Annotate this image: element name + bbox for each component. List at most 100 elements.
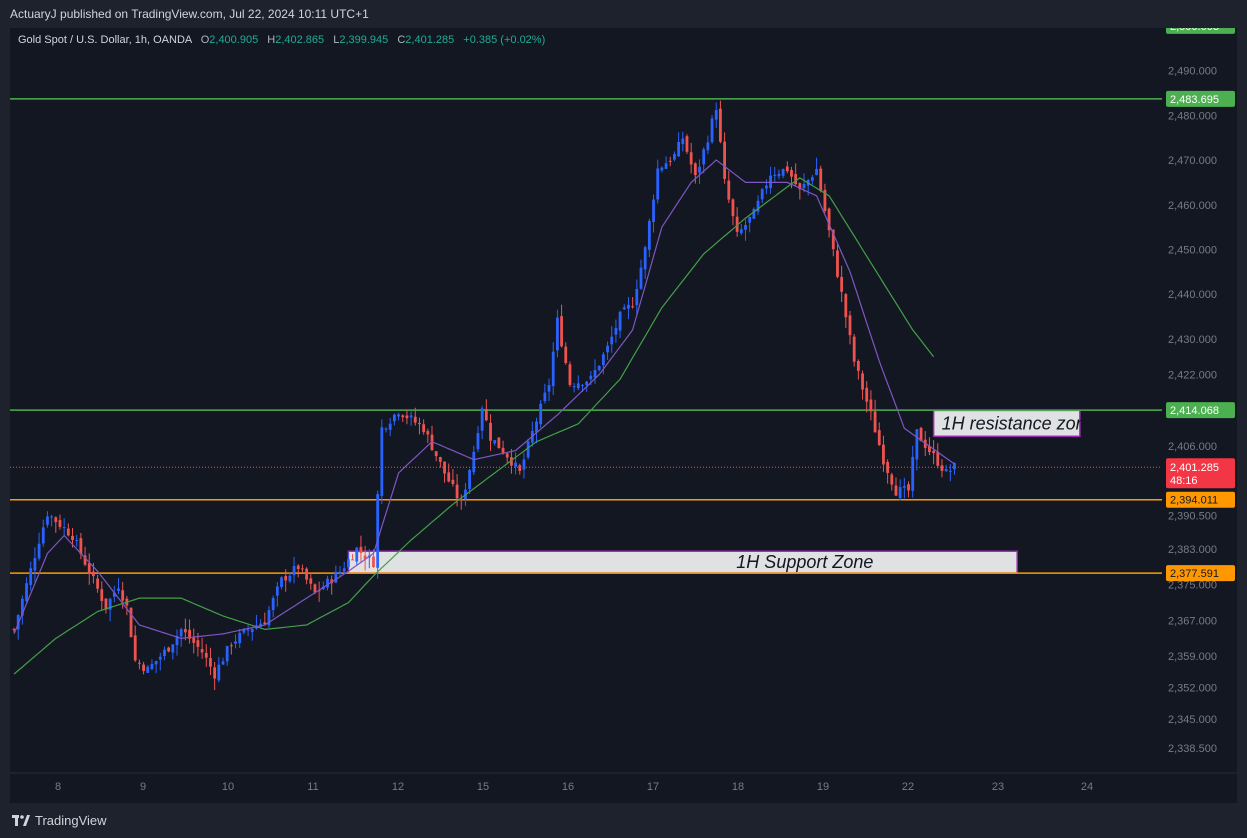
candle-body[interactable] xyxy=(142,664,145,671)
candle-body[interactable] xyxy=(242,628,246,633)
candle-body[interactable] xyxy=(798,183,802,190)
candle-body[interactable] xyxy=(710,118,714,142)
candle-body[interactable] xyxy=(643,247,647,270)
candle-body[interactable] xyxy=(296,565,300,570)
candle-body[interactable] xyxy=(693,163,697,176)
candle-body[interactable] xyxy=(526,441,530,458)
candle-body[interactable] xyxy=(840,276,844,292)
candle-body[interactable] xyxy=(87,563,91,574)
candle-body[interactable] xyxy=(401,415,405,418)
candle-body[interactable] xyxy=(765,185,768,189)
candle-body[interactable] xyxy=(179,629,183,637)
candle-body[interactable] xyxy=(413,416,417,423)
candle-body[interactable] xyxy=(735,216,739,232)
candle-body[interactable] xyxy=(221,661,225,665)
candle-body[interactable] xyxy=(438,457,442,462)
candle-body[interactable] xyxy=(359,546,363,553)
candle-body[interactable] xyxy=(827,208,831,231)
candle-body[interactable] xyxy=(890,474,894,485)
candle-body[interactable] xyxy=(50,516,54,518)
candle-body[interactable] xyxy=(451,479,455,485)
candle-body[interactable] xyxy=(363,555,367,559)
candle-body[interactable] xyxy=(476,433,480,450)
candle-body[interactable] xyxy=(882,444,885,465)
candle-body[interactable] xyxy=(547,385,551,392)
candle-body[interactable] xyxy=(823,189,827,211)
candle-body[interactable] xyxy=(443,461,446,474)
candle-body[interactable] xyxy=(409,415,413,418)
candle-body[interactable] xyxy=(154,660,158,665)
candle-body[interactable] xyxy=(948,470,952,472)
candle-body[interactable] xyxy=(639,267,643,289)
candle-body[interactable] xyxy=(514,462,517,467)
candle-body[interactable] xyxy=(129,607,133,638)
candle-body[interactable] xyxy=(104,598,108,610)
candle-body[interactable] xyxy=(752,209,756,219)
candle-body[interactable] xyxy=(664,163,668,169)
candle-body[interactable] xyxy=(936,451,940,466)
candle-body[interactable] xyxy=(468,470,472,489)
candle-body[interactable] xyxy=(677,141,681,157)
tradingview-logo[interactable]: TradingView xyxy=(12,813,107,828)
candle-body[interactable] xyxy=(681,138,685,145)
candle-body[interactable] xyxy=(455,484,459,499)
candle-body[interactable] xyxy=(668,160,672,162)
candle-body[interactable] xyxy=(727,180,731,200)
candle-body[interactable] xyxy=(309,578,313,584)
candle-body[interactable] xyxy=(66,528,70,536)
candle-body[interactable] xyxy=(773,174,777,176)
candle-body[interactable] xyxy=(944,469,948,472)
candle-body[interactable] xyxy=(280,577,283,587)
candle-body[interactable] xyxy=(380,427,384,496)
candle-body[interactable] xyxy=(911,456,915,491)
candle-body[interactable] xyxy=(501,447,505,454)
candle-body[interactable] xyxy=(953,463,956,470)
candle-body[interactable] xyxy=(593,369,597,378)
candle-body[interactable] xyxy=(877,430,881,446)
candle-body[interactable] xyxy=(305,568,308,580)
candle-body[interactable] xyxy=(326,578,329,588)
candle-body[interactable] xyxy=(271,598,275,611)
candle-body[interactable] xyxy=(288,575,292,582)
candle-body[interactable] xyxy=(551,351,555,387)
candle-body[interactable] xyxy=(685,136,689,152)
zone-box-1[interactable] xyxy=(347,550,1018,574)
candle-body[interactable] xyxy=(188,629,191,639)
candle-body[interactable] xyxy=(493,440,497,444)
candle-body[interactable] xyxy=(606,345,609,353)
candle-body[interactable] xyxy=(200,649,204,653)
candle-body[interactable] xyxy=(698,166,701,173)
candle-body[interactable] xyxy=(112,592,116,597)
candle-body[interactable] xyxy=(225,646,229,662)
candle-body[interactable] xyxy=(610,336,614,345)
candle-body[interactable] xyxy=(631,306,635,308)
candle-body[interactable] xyxy=(856,361,860,371)
candle-body[interactable] xyxy=(434,451,438,457)
candle-body[interactable] xyxy=(150,663,154,670)
candle-body[interactable] xyxy=(744,224,747,230)
candle-body[interactable] xyxy=(167,647,171,652)
candle-body[interactable] xyxy=(263,622,267,625)
candle-body[interactable] xyxy=(246,629,250,631)
candle-body[interactable] xyxy=(418,423,421,425)
candle-body[interactable] xyxy=(907,484,910,491)
candle-body[interactable] xyxy=(405,415,409,419)
candle-body[interactable] xyxy=(919,427,923,442)
candle-body[interactable] xyxy=(117,588,120,592)
candle-body[interactable] xyxy=(656,168,660,200)
candle-body[interactable] xyxy=(209,658,212,667)
candle-body[interactable] xyxy=(472,451,476,473)
candle-body[interactable] xyxy=(62,527,66,529)
candle-body[interactable] xyxy=(397,414,400,417)
candle-body[interactable] xyxy=(138,662,141,664)
candle-body[interactable] xyxy=(213,667,217,679)
candle-body[interactable] xyxy=(46,516,49,525)
candle-body[interactable] xyxy=(790,170,793,177)
candle-body[interactable] xyxy=(100,589,104,601)
candle-body[interactable] xyxy=(652,199,655,222)
candle-body[interactable] xyxy=(192,637,196,643)
candle-body[interactable] xyxy=(347,559,350,568)
candle-body[interactable] xyxy=(802,183,806,189)
candle-body[interactable] xyxy=(894,485,898,496)
candle-body[interactable] xyxy=(518,465,522,471)
